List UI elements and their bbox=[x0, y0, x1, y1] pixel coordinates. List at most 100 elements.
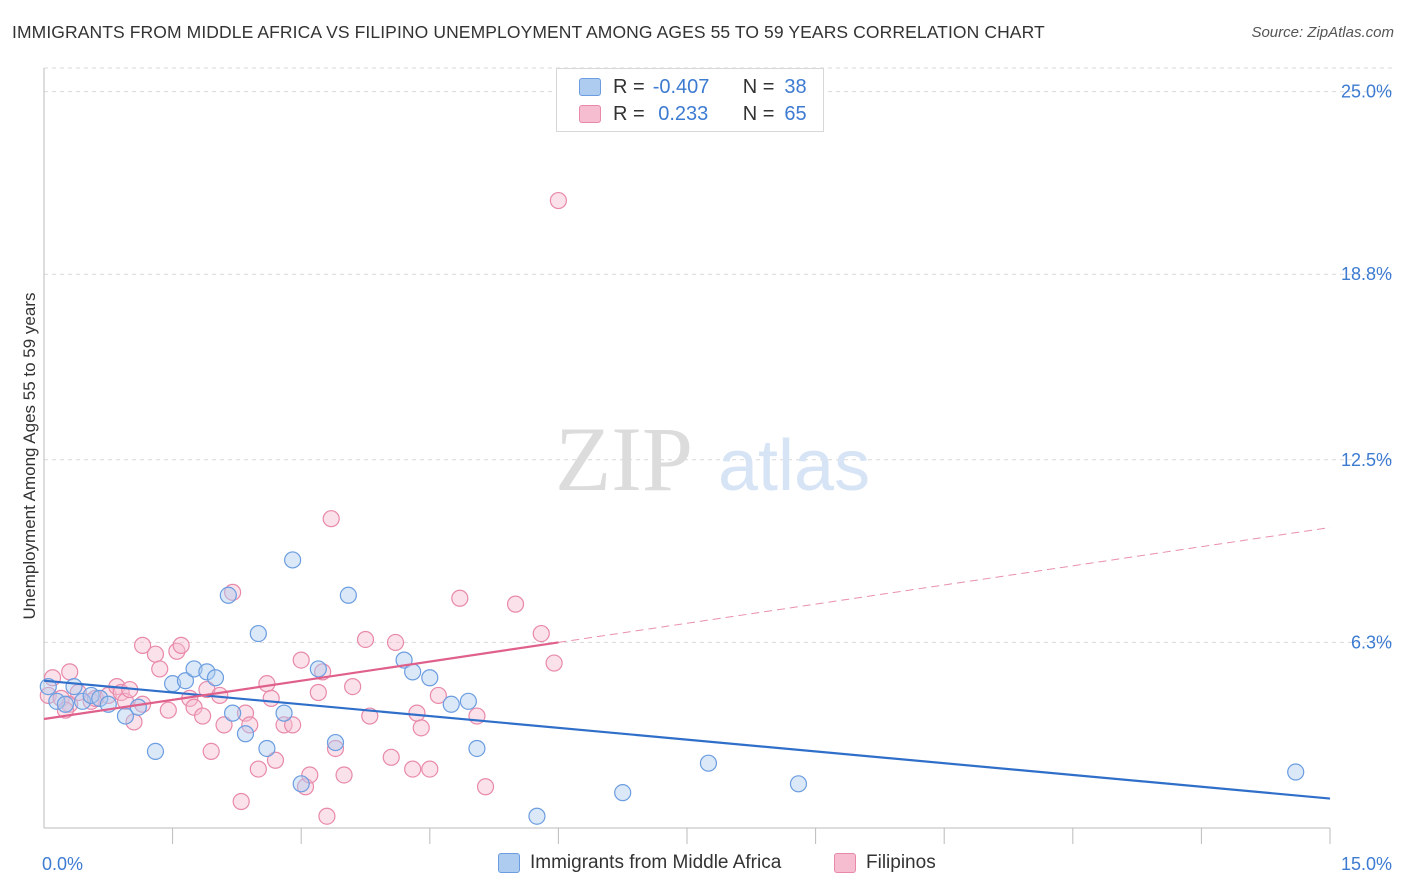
data-point bbox=[172, 636, 190, 654]
chart-title: IMMIGRANTS FROM MIDDLE AFRICA VS FILIPIN… bbox=[12, 22, 1045, 42]
data-point bbox=[429, 686, 447, 705]
data-point bbox=[386, 633, 405, 652]
data-point bbox=[219, 586, 237, 604]
y-tick-label: 25.0% bbox=[1341, 82, 1392, 102]
data-point bbox=[408, 704, 426, 722]
data-point bbox=[146, 742, 165, 761]
watermark-atlas: atlas bbox=[718, 426, 870, 506]
legend-n-label: N = bbox=[742, 102, 775, 125]
data-point bbox=[421, 669, 439, 687]
legend-r-value: -0.407 bbox=[652, 75, 710, 98]
legend-row-middle-africa: R = -0.407 N = 38 bbox=[579, 75, 807, 99]
data-point bbox=[151, 660, 169, 678]
data-point bbox=[404, 760, 422, 778]
tick-labels: 6.3% 12.5% 18.8% 25.0% 0.0% 15.0% bbox=[42, 82, 1392, 874]
data-point bbox=[185, 698, 203, 716]
data-point bbox=[39, 678, 57, 696]
x-tick-label: 0.0% bbox=[42, 854, 83, 874]
data-point bbox=[133, 636, 152, 654]
bottom-legend-middle-africa: Immigrants from Middle Africa bbox=[498, 852, 781, 874]
data-point bbox=[614, 784, 632, 802]
data-point bbox=[241, 716, 259, 734]
data-point bbox=[789, 775, 808, 793]
data-point bbox=[185, 660, 203, 678]
data-point bbox=[326, 739, 345, 758]
y-axis-title: Unemployment Among Ages 55 to 59 years bbox=[20, 292, 39, 620]
data-point bbox=[258, 675, 276, 693]
legend-swatch-pink bbox=[579, 105, 601, 123]
y-tick-label: 18.8% bbox=[1341, 264, 1392, 284]
data-point bbox=[468, 739, 486, 758]
axes bbox=[43, 68, 1331, 844]
data-point bbox=[61, 663, 79, 681]
grid-lines bbox=[44, 67, 1392, 643]
bottom-legend-filipinos: Filipinos bbox=[834, 852, 936, 874]
data-point bbox=[176, 672, 195, 690]
data-point bbox=[292, 651, 310, 669]
chart-source: Source: ZipAtlas.com bbox=[1251, 24, 1394, 41]
data-point bbox=[284, 551, 302, 569]
data-point bbox=[528, 807, 546, 825]
bottom-legend-swatch-pink bbox=[834, 853, 856, 873]
data-point bbox=[284, 716, 302, 734]
data-point bbox=[65, 678, 83, 696]
data-point bbox=[56, 695, 75, 713]
legend-r-label: R = bbox=[613, 75, 645, 98]
legend-swatch-blue bbox=[579, 78, 601, 96]
data-point bbox=[146, 645, 165, 663]
data-point bbox=[382, 748, 400, 766]
middle-africa-points bbox=[39, 551, 1305, 825]
data-point bbox=[412, 719, 430, 737]
data-point bbox=[309, 683, 327, 702]
filipinos-points bbox=[39, 191, 568, 825]
data-point bbox=[91, 689, 109, 707]
data-point bbox=[215, 716, 233, 734]
legend-row-filipinos: R = 0.233 N = 65 bbox=[579, 102, 807, 126]
data-point bbox=[249, 760, 267, 778]
y-tick-label: 6.3% bbox=[1351, 632, 1392, 652]
data-point bbox=[129, 698, 147, 716]
data-point bbox=[1287, 763, 1305, 781]
data-point bbox=[318, 807, 336, 825]
trend-lines bbox=[43, 527, 1331, 800]
data-point bbox=[549, 191, 568, 210]
data-point bbox=[339, 586, 357, 604]
data-point bbox=[356, 630, 375, 649]
y-tick-label: 12.5% bbox=[1341, 450, 1392, 470]
legend-r-value: 0.233 bbox=[652, 102, 709, 125]
data-point bbox=[159, 701, 177, 719]
data-point bbox=[361, 707, 379, 725]
data-point bbox=[73, 692, 92, 710]
data-point bbox=[266, 751, 285, 769]
data-point bbox=[404, 663, 422, 681]
bottom-legend-swatch-blue bbox=[498, 853, 520, 873]
data-point bbox=[421, 760, 439, 778]
data-point bbox=[532, 624, 550, 643]
data-point bbox=[206, 669, 225, 687]
data-point bbox=[232, 792, 250, 811]
data-point bbox=[236, 725, 255, 743]
legend-n-value: 65 bbox=[784, 102, 807, 125]
data-point bbox=[258, 739, 276, 758]
data-point bbox=[699, 754, 718, 772]
data-point bbox=[335, 766, 353, 784]
data-point bbox=[545, 654, 563, 672]
data-point bbox=[344, 678, 362, 696]
data-point bbox=[224, 704, 242, 722]
data-point bbox=[322, 510, 340, 528]
data-point bbox=[442, 695, 460, 713]
bottom-legend-label: Filipinos bbox=[866, 852, 936, 873]
data-point bbox=[262, 689, 280, 707]
data-point bbox=[506, 595, 525, 613]
legend-r-label: R = bbox=[613, 102, 645, 125]
data-point bbox=[249, 624, 267, 643]
data-point bbox=[202, 742, 220, 761]
data-point bbox=[451, 589, 469, 607]
watermark: ZIP atlas bbox=[555, 408, 870, 510]
correlation-legend: R = -0.407 N = 38 R = 0.233 N = 65 bbox=[556, 68, 824, 132]
data-point bbox=[275, 704, 293, 722]
data-point bbox=[476, 778, 495, 796]
trend-line-filipinos-extension bbox=[558, 527, 1331, 643]
data-point bbox=[459, 692, 477, 710]
